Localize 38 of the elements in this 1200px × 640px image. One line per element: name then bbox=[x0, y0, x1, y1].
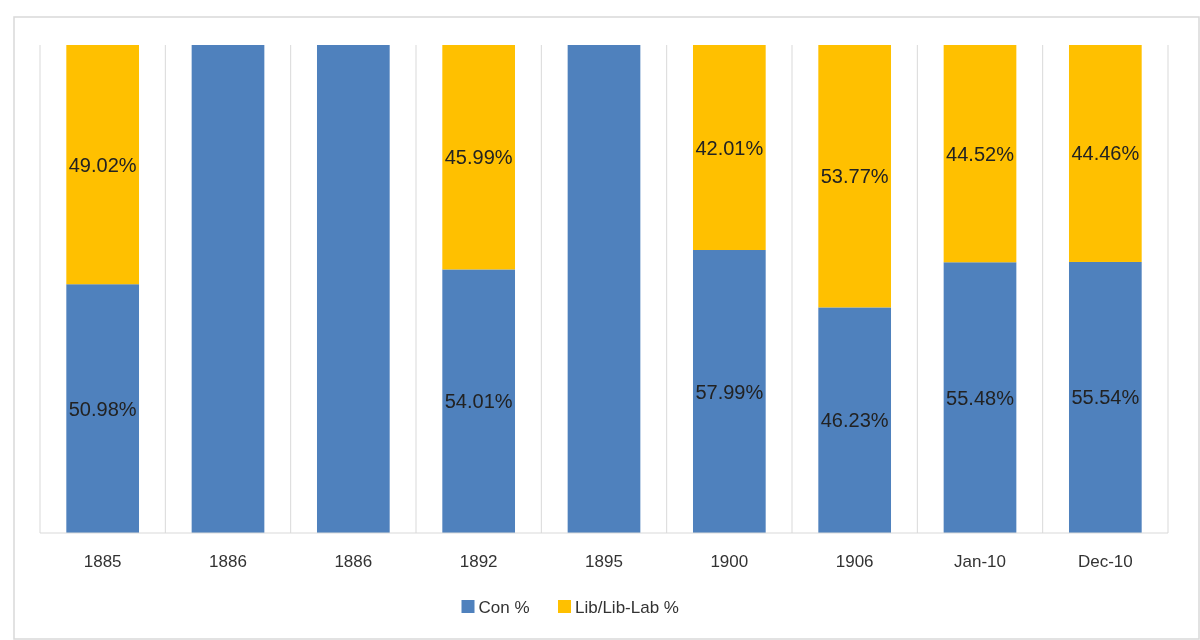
x-tick-label: 1886 bbox=[334, 552, 373, 571]
x-tick-label: Dec-10 bbox=[1077, 552, 1133, 571]
x-tick-label: 1906 bbox=[835, 552, 874, 571]
bar bbox=[316, 45, 390, 533]
data-label: 44.46% bbox=[1071, 142, 1140, 165]
bar bbox=[191, 45, 265, 533]
data-label: 42.01% bbox=[695, 136, 764, 159]
x-tick-label: Jan-10 bbox=[954, 552, 1006, 571]
x-tick-label: 1892 bbox=[459, 552, 498, 571]
x-tick-label: 1900 bbox=[710, 552, 749, 571]
bar bbox=[442, 45, 516, 270]
bar bbox=[943, 45, 1017, 263]
bar bbox=[692, 45, 766, 251]
bar bbox=[692, 250, 766, 533]
bar bbox=[66, 284, 140, 533]
data-label: 49.02% bbox=[68, 153, 137, 176]
legend-label: Con % bbox=[478, 598, 530, 617]
data-label: 53.77% bbox=[820, 165, 889, 188]
data-label: 55.48% bbox=[946, 386, 1015, 409]
data-label: 50.98% bbox=[68, 397, 137, 420]
x-tick-label: 1886 bbox=[209, 552, 247, 571]
bar bbox=[818, 307, 892, 533]
legend-label: Lib/Lib-Lab % bbox=[575, 598, 679, 617]
data-label: 57.99% bbox=[695, 380, 764, 403]
bar bbox=[943, 262, 1017, 533]
bar bbox=[818, 45, 892, 308]
data-label: 45.99% bbox=[444, 146, 513, 169]
bar bbox=[66, 45, 140, 285]
data-label: 44.52% bbox=[946, 142, 1015, 165]
x-tick-label: 1885 bbox=[83, 552, 122, 571]
bar bbox=[442, 269, 516, 533]
bar bbox=[567, 45, 641, 533]
data-label: 46.23% bbox=[820, 409, 889, 432]
x-tick-label: 1895 bbox=[585, 552, 623, 571]
bar bbox=[1068, 261, 1142, 533]
data-label: 55.54% bbox=[1071, 386, 1140, 409]
bar bbox=[1068, 45, 1142, 262]
data-label: 54.01% bbox=[444, 390, 513, 413]
